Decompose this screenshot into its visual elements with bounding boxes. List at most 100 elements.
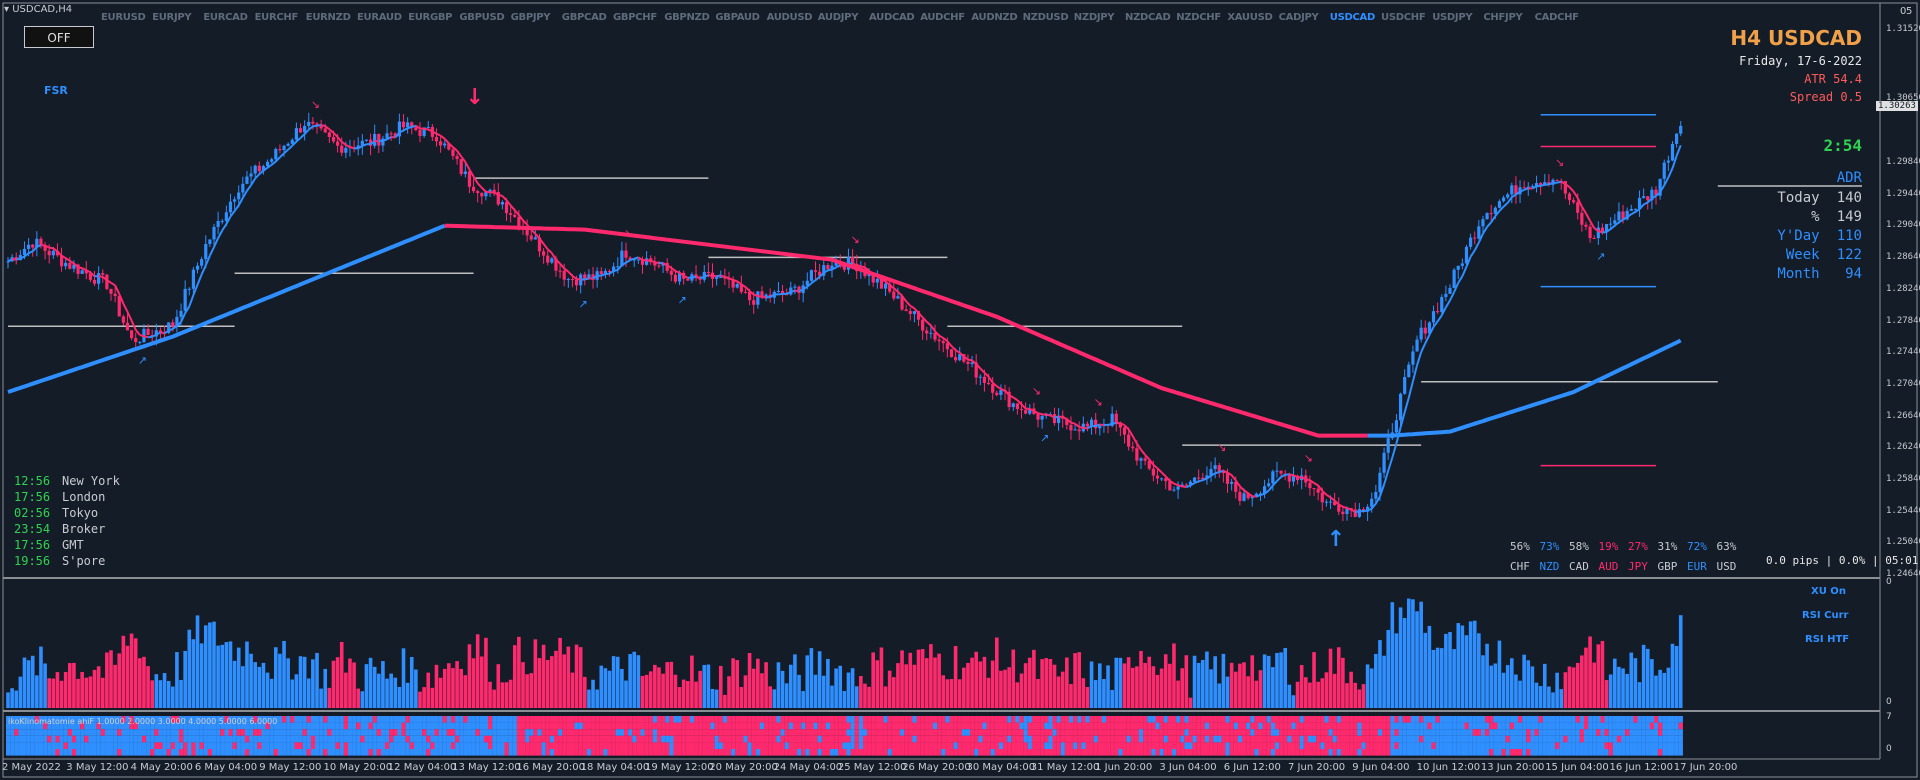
candle-body[interactable] — [1246, 493, 1250, 499]
candle-body[interactable] — [1609, 223, 1613, 225]
candle-body[interactable] — [1213, 465, 1217, 470]
pair-button-nzdusd[interactable]: NZDUSD — [1022, 12, 1069, 23]
candle-body[interactable] — [1357, 509, 1361, 517]
candle-body[interactable] — [1258, 493, 1263, 495]
pair-button-nzdchf[interactable]: NZDCHF — [1176, 12, 1221, 23]
candle-body[interactable] — [599, 271, 603, 275]
candle-body[interactable] — [245, 176, 249, 184]
indicator-label[interactable]: RSI Curr — [1802, 610, 1849, 621]
candle-body[interactable] — [991, 384, 995, 393]
pair-button-gbpcad[interactable]: GBPCAD — [561, 12, 607, 23]
candle-body[interactable] — [208, 239, 212, 244]
candle-body[interactable] — [1139, 458, 1143, 461]
candle-body[interactable] — [900, 296, 904, 310]
candle-body[interactable] — [929, 332, 933, 334]
candle-body[interactable] — [286, 143, 290, 146]
candle-body[interactable] — [562, 270, 566, 280]
candle-body[interactable] — [130, 330, 134, 339]
candle-body[interactable] — [706, 271, 710, 273]
candle-body[interactable] — [1427, 322, 1431, 334]
candle-body[interactable] — [43, 245, 47, 251]
candle-body[interactable] — [517, 216, 521, 228]
candle-body[interactable] — [109, 288, 113, 294]
candle-body[interactable] — [640, 259, 645, 265]
pair-button-eurcad[interactable]: EURCAD — [203, 12, 248, 23]
candle-body[interactable] — [1506, 194, 1510, 198]
candle-body[interactable] — [1497, 201, 1502, 208]
candle-body[interactable] — [748, 291, 752, 301]
candle-body[interactable] — [665, 262, 669, 271]
candle-body[interactable] — [822, 265, 826, 276]
pair-button-euraud[interactable]: EURAUD — [357, 12, 402, 23]
candle-body[interactable] — [591, 274, 595, 280]
candle-body[interactable] — [1621, 211, 1625, 220]
candle-body[interactable] — [249, 173, 253, 177]
candle-body[interactable] — [1242, 493, 1246, 501]
candle-body[interactable] — [603, 270, 607, 275]
candle-body[interactable] — [1221, 471, 1225, 474]
candle-body[interactable] — [274, 149, 278, 160]
candle-body[interactable] — [1460, 263, 1464, 266]
candle-body[interactable] — [962, 354, 966, 362]
candle-body[interactable] — [970, 362, 974, 364]
candle-body[interactable] — [68, 262, 72, 269]
candle-body[interactable] — [686, 278, 690, 281]
candle-body[interactable] — [1394, 420, 1399, 433]
candle-body[interactable] — [941, 341, 945, 344]
slow-ma-line[interactable] — [444, 223, 1368, 438]
candle-body[interactable] — [813, 270, 818, 272]
candle-body[interactable] — [921, 319, 925, 331]
pair-button-eurjpy[interactable]: EURJPY — [152, 12, 192, 23]
candle-body[interactable] — [1127, 434, 1131, 447]
candle-body[interactable] — [492, 189, 496, 193]
candle-body[interactable] — [191, 269, 195, 289]
candle-body[interactable] — [125, 322, 130, 331]
candle-body[interactable] — [908, 311, 912, 314]
candle-body[interactable] — [698, 277, 702, 280]
candle-body[interactable] — [570, 279, 575, 281]
candle-body[interactable] — [925, 330, 929, 334]
candle-body[interactable] — [303, 125, 307, 133]
candle-body[interactable] — [51, 250, 55, 256]
candle-body[interactable] — [673, 274, 678, 282]
candle-body[interactable] — [55, 250, 60, 256]
candle-body[interactable] — [1646, 196, 1650, 201]
candle-body[interactable] — [546, 255, 550, 263]
candle-body[interactable] — [1131, 446, 1135, 449]
candle-body[interactable] — [1398, 393, 1403, 421]
candle-body[interactable] — [150, 334, 154, 337]
candle-body[interactable] — [101, 273, 105, 275]
candle-body[interactable] — [1110, 413, 1114, 426]
pair-button-cadchf[interactable]: CADCHF — [1534, 12, 1579, 23]
candle-body[interactable] — [455, 156, 459, 159]
pair-button-gbpjpy[interactable]: GBPJPY — [510, 12, 551, 23]
candle-body[interactable] — [694, 274, 698, 278]
candle-body[interactable] — [1501, 197, 1506, 202]
candle-body[interactable] — [1160, 478, 1164, 480]
candle-body[interactable] — [1279, 470, 1283, 474]
candle-body[interactable] — [818, 271, 822, 276]
candle-body[interactable] — [1172, 489, 1176, 491]
pair-button-gbpchf[interactable]: GBPCHF — [613, 12, 657, 23]
candle-body[interactable] — [84, 270, 88, 274]
candle-body[interactable] — [1122, 427, 1127, 435]
candle-body[interactable] — [1073, 429, 1077, 431]
candle-body[interactable] — [999, 389, 1003, 395]
candle-body[interactable] — [410, 122, 414, 128]
candle-body[interactable] — [59, 255, 64, 267]
pair-button-nzdjpy[interactable]: NZDJPY — [1073, 12, 1115, 23]
candle-body[interactable] — [1662, 162, 1666, 179]
candle-body[interactable] — [1069, 424, 1073, 431]
candle-body[interactable] — [426, 126, 430, 128]
candle-body[interactable] — [1526, 186, 1530, 189]
candle-body[interactable] — [896, 296, 900, 299]
pair-button-gbpaud[interactable]: GBPAUD — [715, 12, 760, 23]
candle-body[interactable] — [1563, 181, 1567, 194]
candle-body[interactable] — [257, 165, 261, 172]
candle-body[interactable] — [949, 349, 954, 358]
pair-button-audchf[interactable]: AUDCHF — [920, 12, 965, 23]
candle-body[interactable] — [154, 330, 158, 337]
candle-body[interactable] — [842, 265, 846, 270]
candle-body[interactable] — [1559, 180, 1563, 182]
pair-button-eurchf[interactable]: EURCHF — [254, 12, 299, 23]
